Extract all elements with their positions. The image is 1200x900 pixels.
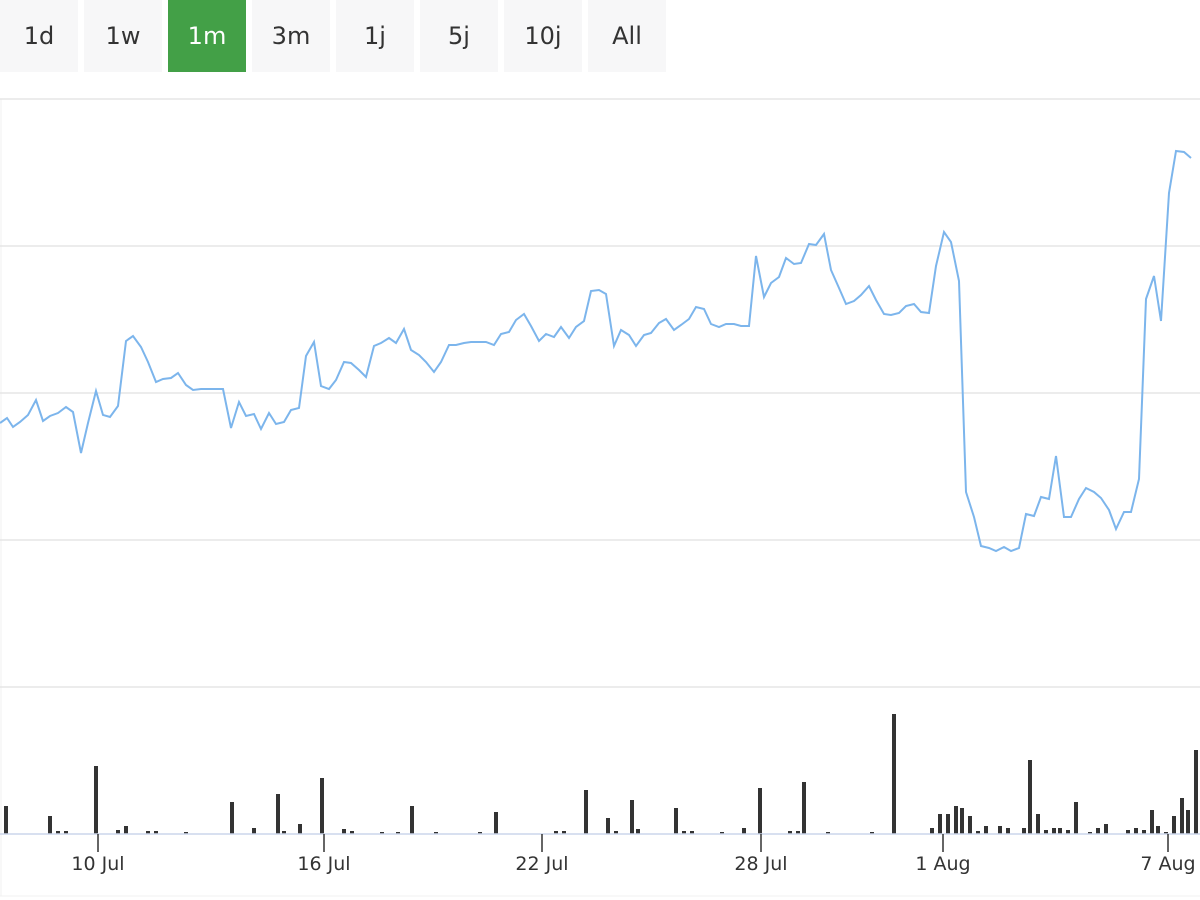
volume-bar <box>94 766 98 834</box>
price-line <box>0 149 1192 553</box>
volume-bar <box>946 814 950 834</box>
volume-bar <box>478 832 482 834</box>
volume-bar <box>48 816 52 834</box>
volume-bar <box>1126 830 1130 834</box>
volume-bar <box>380 832 384 834</box>
volume-bar <box>282 831 286 834</box>
x-tick-label: 10 Jul <box>71 853 124 875</box>
volume-bar <box>960 808 964 834</box>
volume-bar <box>802 782 806 834</box>
volume-bar <box>1022 828 1026 834</box>
volume-bar <box>1036 814 1040 834</box>
volume-bar <box>1194 750 1198 834</box>
range-button[interactable]: 1w <box>84 0 162 72</box>
volume-bar <box>1044 830 1048 834</box>
volume-bar <box>1058 828 1062 834</box>
volume-bar <box>1172 816 1176 834</box>
volume-bar <box>968 816 972 834</box>
volume-bar <box>870 832 874 834</box>
volume-bar <box>1096 828 1100 834</box>
volume-bar <box>796 831 800 834</box>
volume-bar <box>554 831 558 834</box>
range-button[interactable]: 10j <box>504 0 582 72</box>
volume-bar <box>954 806 958 834</box>
volume-bar <box>788 831 792 834</box>
volume-bar <box>826 832 830 834</box>
volume-bar <box>1180 798 1184 834</box>
volume-bar <box>124 826 128 834</box>
volume-bar <box>758 788 762 834</box>
volume-bar <box>4 806 8 834</box>
volume-bar <box>1150 810 1154 834</box>
volume-bar <box>64 831 68 834</box>
volume-bar <box>298 824 302 834</box>
range-button[interactable]: 3m <box>252 0 330 72</box>
volume-bar <box>938 814 942 834</box>
volume-bar <box>56 831 60 834</box>
volume-bar <box>690 831 694 834</box>
volume-bar <box>614 831 618 834</box>
range-button[interactable]: 1d <box>0 0 78 72</box>
volume-bar <box>396 832 400 834</box>
volume-bar <box>930 828 934 834</box>
volume-bar <box>1066 830 1070 834</box>
volume-bar <box>1186 810 1190 834</box>
volume-bar <box>562 831 566 834</box>
volume-bar <box>116 830 120 834</box>
volume-bar <box>984 826 988 834</box>
volume-bar <box>320 778 324 834</box>
volume-bar <box>1052 828 1056 834</box>
volume-bar <box>998 826 1002 834</box>
volume-bar <box>434 832 438 834</box>
volume-bar <box>1104 824 1108 834</box>
range-button[interactable]: All <box>588 0 666 72</box>
volume-bar <box>146 831 150 834</box>
range-button[interactable]: 1j <box>336 0 414 72</box>
volume-bar <box>674 808 678 834</box>
volume-bar <box>410 806 414 834</box>
range-button[interactable]: 1m <box>168 0 246 72</box>
volume-bar <box>1134 828 1138 834</box>
volume-bar <box>230 802 234 834</box>
x-tick-label: 16 Jul <box>297 853 350 875</box>
volume-bar <box>1156 826 1160 834</box>
x-tick-label: 1 Aug <box>915 853 970 875</box>
volume-bar <box>154 831 158 834</box>
volume-bar <box>1088 832 1092 834</box>
volume-bar <box>1164 832 1168 834</box>
volume-bar <box>184 832 188 834</box>
volume-bar <box>630 800 634 834</box>
range-button[interactable]: 5j <box>420 0 498 72</box>
volume-bar <box>976 831 980 834</box>
x-tick-label: 22 Jul <box>515 853 568 875</box>
volume-bar <box>252 828 256 834</box>
volume-bar <box>1006 828 1010 834</box>
volume-bar <box>682 831 686 834</box>
volume-bar <box>276 794 280 834</box>
volume-bar <box>342 829 346 834</box>
x-tick-label: 7 Aug <box>1140 853 1195 875</box>
volume-bar <box>494 812 498 834</box>
volume-bar <box>720 832 724 834</box>
volume-bar <box>1074 802 1078 834</box>
volume-bar <box>742 828 746 834</box>
volume-bar <box>1028 760 1032 834</box>
volume-bar <box>1142 830 1146 834</box>
volume-bar <box>892 714 896 834</box>
volume-bar <box>606 818 610 834</box>
volume-bar <box>636 829 640 834</box>
x-tick-label: 28 Jul <box>734 853 787 875</box>
volume-bar <box>350 831 354 834</box>
volume-bar <box>584 790 588 834</box>
